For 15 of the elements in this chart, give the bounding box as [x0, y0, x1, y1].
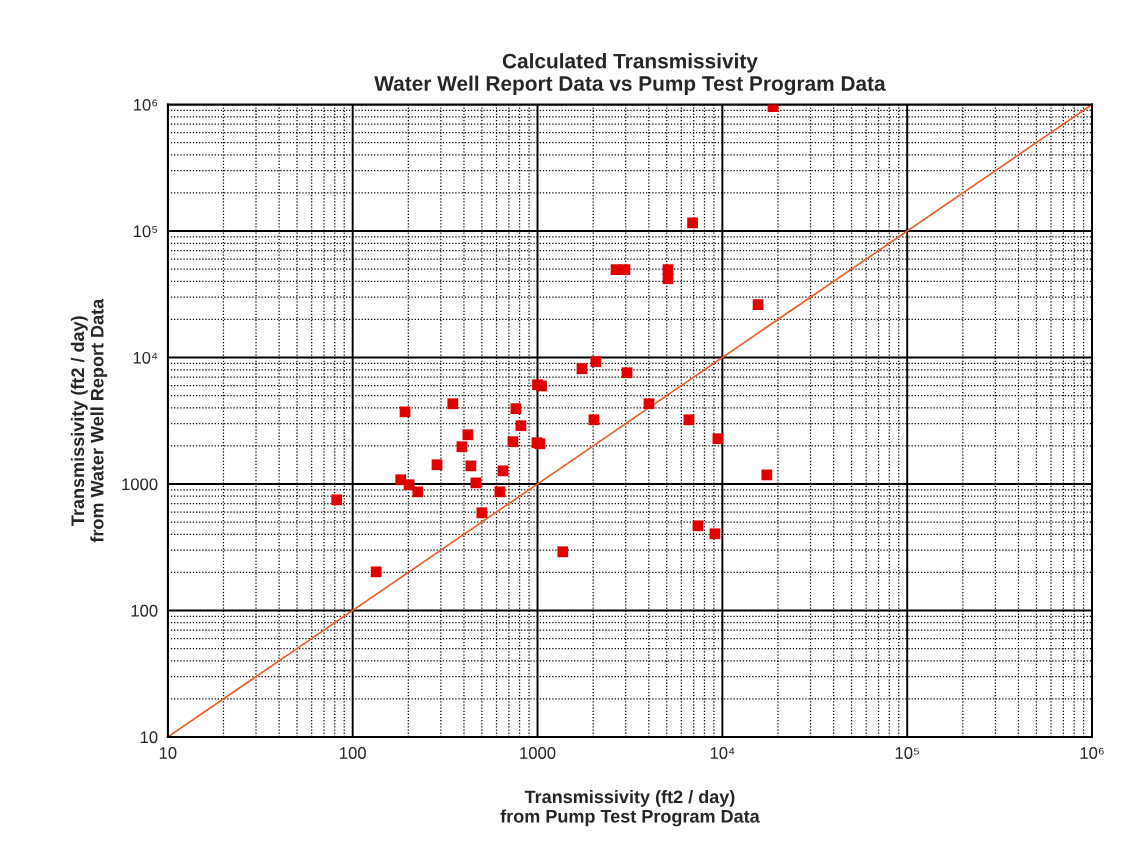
x-tick-label: 10⁴	[710, 747, 735, 759]
y-tick-label: 10⁵	[133, 225, 158, 238]
x-tick-label: 100	[340, 747, 366, 759]
y-tick-label: 100	[131, 604, 158, 617]
y-tick-label: 10⁴	[133, 351, 158, 364]
y-tick-label: 10	[140, 731, 158, 744]
y-axis-title: Transmissivity (ft2 / day) from Water Well Report Data	[70, 298, 108, 543]
x-tick-label: 10⁵	[895, 747, 919, 759]
x-axis-title: Transmissivity (ft2 / day) from Pump Test Program Data	[500, 789, 760, 827]
x-tick-label: 1000	[520, 747, 556, 759]
y-tick-label: 1000	[122, 478, 158, 491]
x-tick-label: 10⁶	[1080, 747, 1104, 759]
y-tick-label: 10⁶	[133, 98, 158, 111]
x-tick-label: 10	[159, 747, 177, 759]
chart-title: Calculated Transmissivity Water Well Report Data vs Pump Test Program Data	[374, 53, 886, 96]
